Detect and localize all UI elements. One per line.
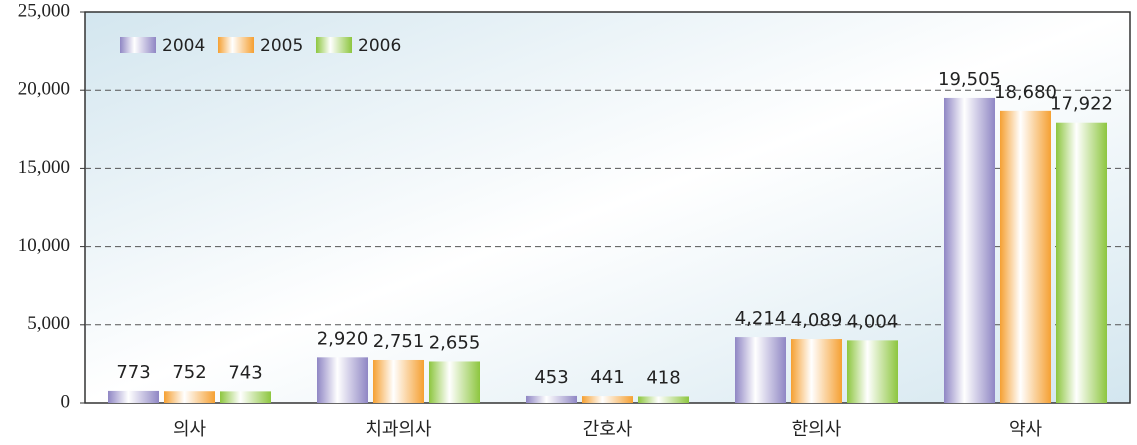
x-tick-label: 치과의사	[365, 419, 432, 440]
value-label: 2,920	[317, 328, 369, 349]
value-label: 752	[172, 362, 206, 383]
bar	[944, 97, 995, 403]
y-tick-label: 20,000	[18, 79, 70, 100]
bar	[735, 337, 786, 403]
bar	[220, 391, 271, 403]
bar	[791, 339, 842, 403]
bar	[429, 361, 480, 403]
legend-label: 2005	[260, 36, 303, 56]
bar	[847, 340, 898, 403]
bar	[526, 395, 577, 403]
legend-swatch	[120, 37, 156, 53]
value-label: 17,922	[1050, 94, 1113, 115]
value-label: 2,655	[429, 332, 481, 353]
x-tick-label: 한의사	[792, 419, 842, 440]
value-label: 4,214	[735, 308, 787, 329]
bar	[373, 359, 424, 403]
bar	[582, 396, 633, 403]
x-tick-label: 간호사	[583, 419, 633, 440]
value-label: 19,505	[938, 69, 1001, 90]
y-tick-label: 25,000	[18, 0, 70, 21]
y-tick-label: 10,000	[18, 235, 70, 256]
value-label: 453	[534, 367, 568, 388]
bar	[108, 390, 159, 403]
legend-label: 2006	[358, 36, 401, 56]
bar	[164, 391, 215, 403]
value-label: 773	[116, 362, 150, 383]
value-label: 441	[590, 367, 624, 388]
value-label: 2,751	[373, 331, 425, 352]
y-tick-label: 15,000	[18, 157, 70, 178]
value-label: 743	[228, 362, 262, 383]
value-label: 418	[646, 367, 680, 388]
legend-swatch	[218, 37, 254, 53]
y-tick-label: 0	[61, 391, 71, 412]
bar	[1056, 122, 1107, 403]
legend-label: 2004	[162, 36, 205, 56]
y-tick-label: 5,000	[27, 313, 70, 334]
value-label: 18,680	[994, 82, 1057, 103]
legend-swatch	[316, 37, 352, 53]
x-tick-label: 약사	[1009, 419, 1043, 440]
value-label: 4,089	[791, 310, 843, 331]
value-label: 4,004	[847, 311, 899, 332]
bar	[638, 396, 689, 403]
bar	[1000, 110, 1051, 404]
x-tick-label: 의사	[173, 419, 207, 440]
bar	[317, 357, 368, 403]
